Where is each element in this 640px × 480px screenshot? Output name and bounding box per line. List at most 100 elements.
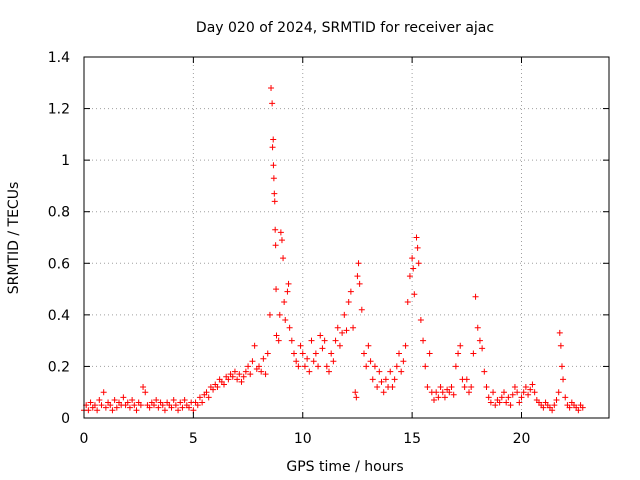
data-point	[452, 363, 459, 370]
data-point	[413, 234, 420, 241]
data-point	[363, 363, 370, 370]
data-point	[146, 404, 153, 411]
data-point	[420, 337, 427, 344]
data-points	[81, 84, 586, 414]
data-point	[155, 404, 162, 411]
data-point	[505, 394, 512, 401]
data-point	[339, 329, 346, 336]
data-point	[268, 84, 275, 91]
data-point	[411, 291, 418, 298]
x-tick-label: 20	[513, 431, 531, 447]
grid-lines	[84, 57, 609, 418]
data-point	[194, 402, 201, 409]
data-point	[260, 355, 267, 362]
data-point	[435, 394, 442, 401]
data-point	[321, 337, 328, 344]
data-point	[100, 389, 107, 396]
data-point	[113, 404, 120, 411]
data-point	[234, 376, 241, 383]
data-point	[474, 324, 481, 331]
data-point	[472, 293, 479, 300]
data-point	[511, 384, 518, 391]
data-point	[258, 368, 265, 375]
data-point	[391, 376, 398, 383]
data-point	[479, 345, 486, 352]
data-point	[382, 376, 389, 383]
data-point	[319, 345, 326, 352]
data-point	[273, 332, 280, 339]
data-point	[102, 404, 109, 411]
data-point	[531, 389, 538, 396]
data-point	[426, 350, 433, 357]
x-axis-label: GPS time / hours	[286, 459, 403, 475]
data-point	[562, 394, 569, 401]
data-point	[496, 399, 503, 406]
data-point	[330, 358, 337, 365]
data-point	[422, 363, 429, 370]
data-point	[161, 407, 168, 414]
data-point	[91, 402, 98, 409]
data-point	[485, 394, 492, 401]
data-point	[109, 407, 116, 414]
data-point	[514, 389, 521, 396]
data-point	[186, 404, 192, 411]
data-point	[269, 100, 276, 107]
x-tick-label: 10	[294, 431, 312, 447]
data-point	[483, 384, 490, 391]
data-point	[315, 363, 322, 370]
data-point	[356, 280, 363, 287]
data-point	[177, 399, 184, 406]
data-point	[389, 384, 396, 391]
data-point	[481, 368, 488, 375]
data-point	[492, 402, 499, 409]
data-point	[286, 324, 293, 331]
data-point	[168, 404, 175, 411]
data-point	[557, 342, 564, 349]
y-tick-label: 0.4	[48, 308, 70, 324]
data-point	[272, 242, 279, 249]
x-tick-label: 15	[403, 431, 421, 447]
data-point	[376, 368, 383, 375]
data-point	[345, 298, 352, 305]
data-point	[273, 286, 280, 293]
data-point	[466, 389, 472, 396]
data-point	[328, 350, 335, 357]
data-point	[312, 350, 319, 357]
data-point	[503, 399, 510, 406]
data-point	[323, 363, 330, 370]
data-point	[240, 373, 247, 380]
data-point	[369, 376, 376, 383]
data-point	[242, 368, 249, 375]
data-point	[276, 311, 283, 318]
data-point	[270, 136, 277, 143]
data-point	[247, 371, 254, 378]
data-point	[281, 298, 288, 305]
data-point	[378, 378, 385, 385]
data-point	[271, 190, 278, 197]
data-point	[269, 144, 276, 151]
data-point	[151, 402, 157, 409]
data-point	[225, 376, 232, 383]
data-point	[229, 373, 236, 380]
data-point	[553, 396, 560, 403]
data-point	[361, 350, 367, 357]
data-point	[131, 402, 138, 409]
data-point	[284, 288, 291, 295]
data-point	[140, 384, 147, 391]
data-point	[439, 389, 446, 396]
y-tick-label: 1.4	[48, 50, 70, 66]
data-point	[210, 386, 217, 393]
data-point	[558, 363, 565, 370]
data-point	[266, 311, 273, 318]
data-point	[256, 363, 262, 370]
data-point	[203, 389, 210, 396]
data-point	[431, 396, 437, 403]
data-point	[365, 342, 372, 349]
x-tick-label: 0	[80, 431, 89, 447]
data-point	[120, 394, 127, 401]
data-point	[522, 384, 529, 391]
data-point	[310, 358, 317, 365]
data-point	[137, 402, 144, 409]
data-point	[575, 407, 582, 414]
data-point	[133, 407, 140, 414]
